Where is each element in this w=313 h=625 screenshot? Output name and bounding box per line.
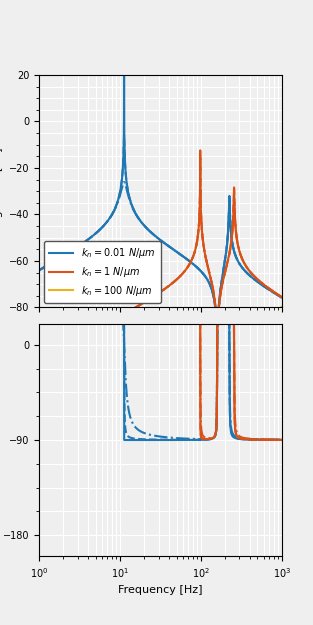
Legend: $k_n = 0.01\ N/\mu m$, $k_n = 1\ N/\mu m$, $k_n = 100\ N/\mu m$: $k_n = 0.01\ N/\mu m$, $k_n = 1\ N/\mu m… bbox=[44, 241, 161, 302]
Y-axis label: Magnitude [dB]: Magnitude [dB] bbox=[0, 148, 3, 234]
X-axis label: Frequency [Hz]: Frequency [Hz] bbox=[118, 586, 203, 596]
